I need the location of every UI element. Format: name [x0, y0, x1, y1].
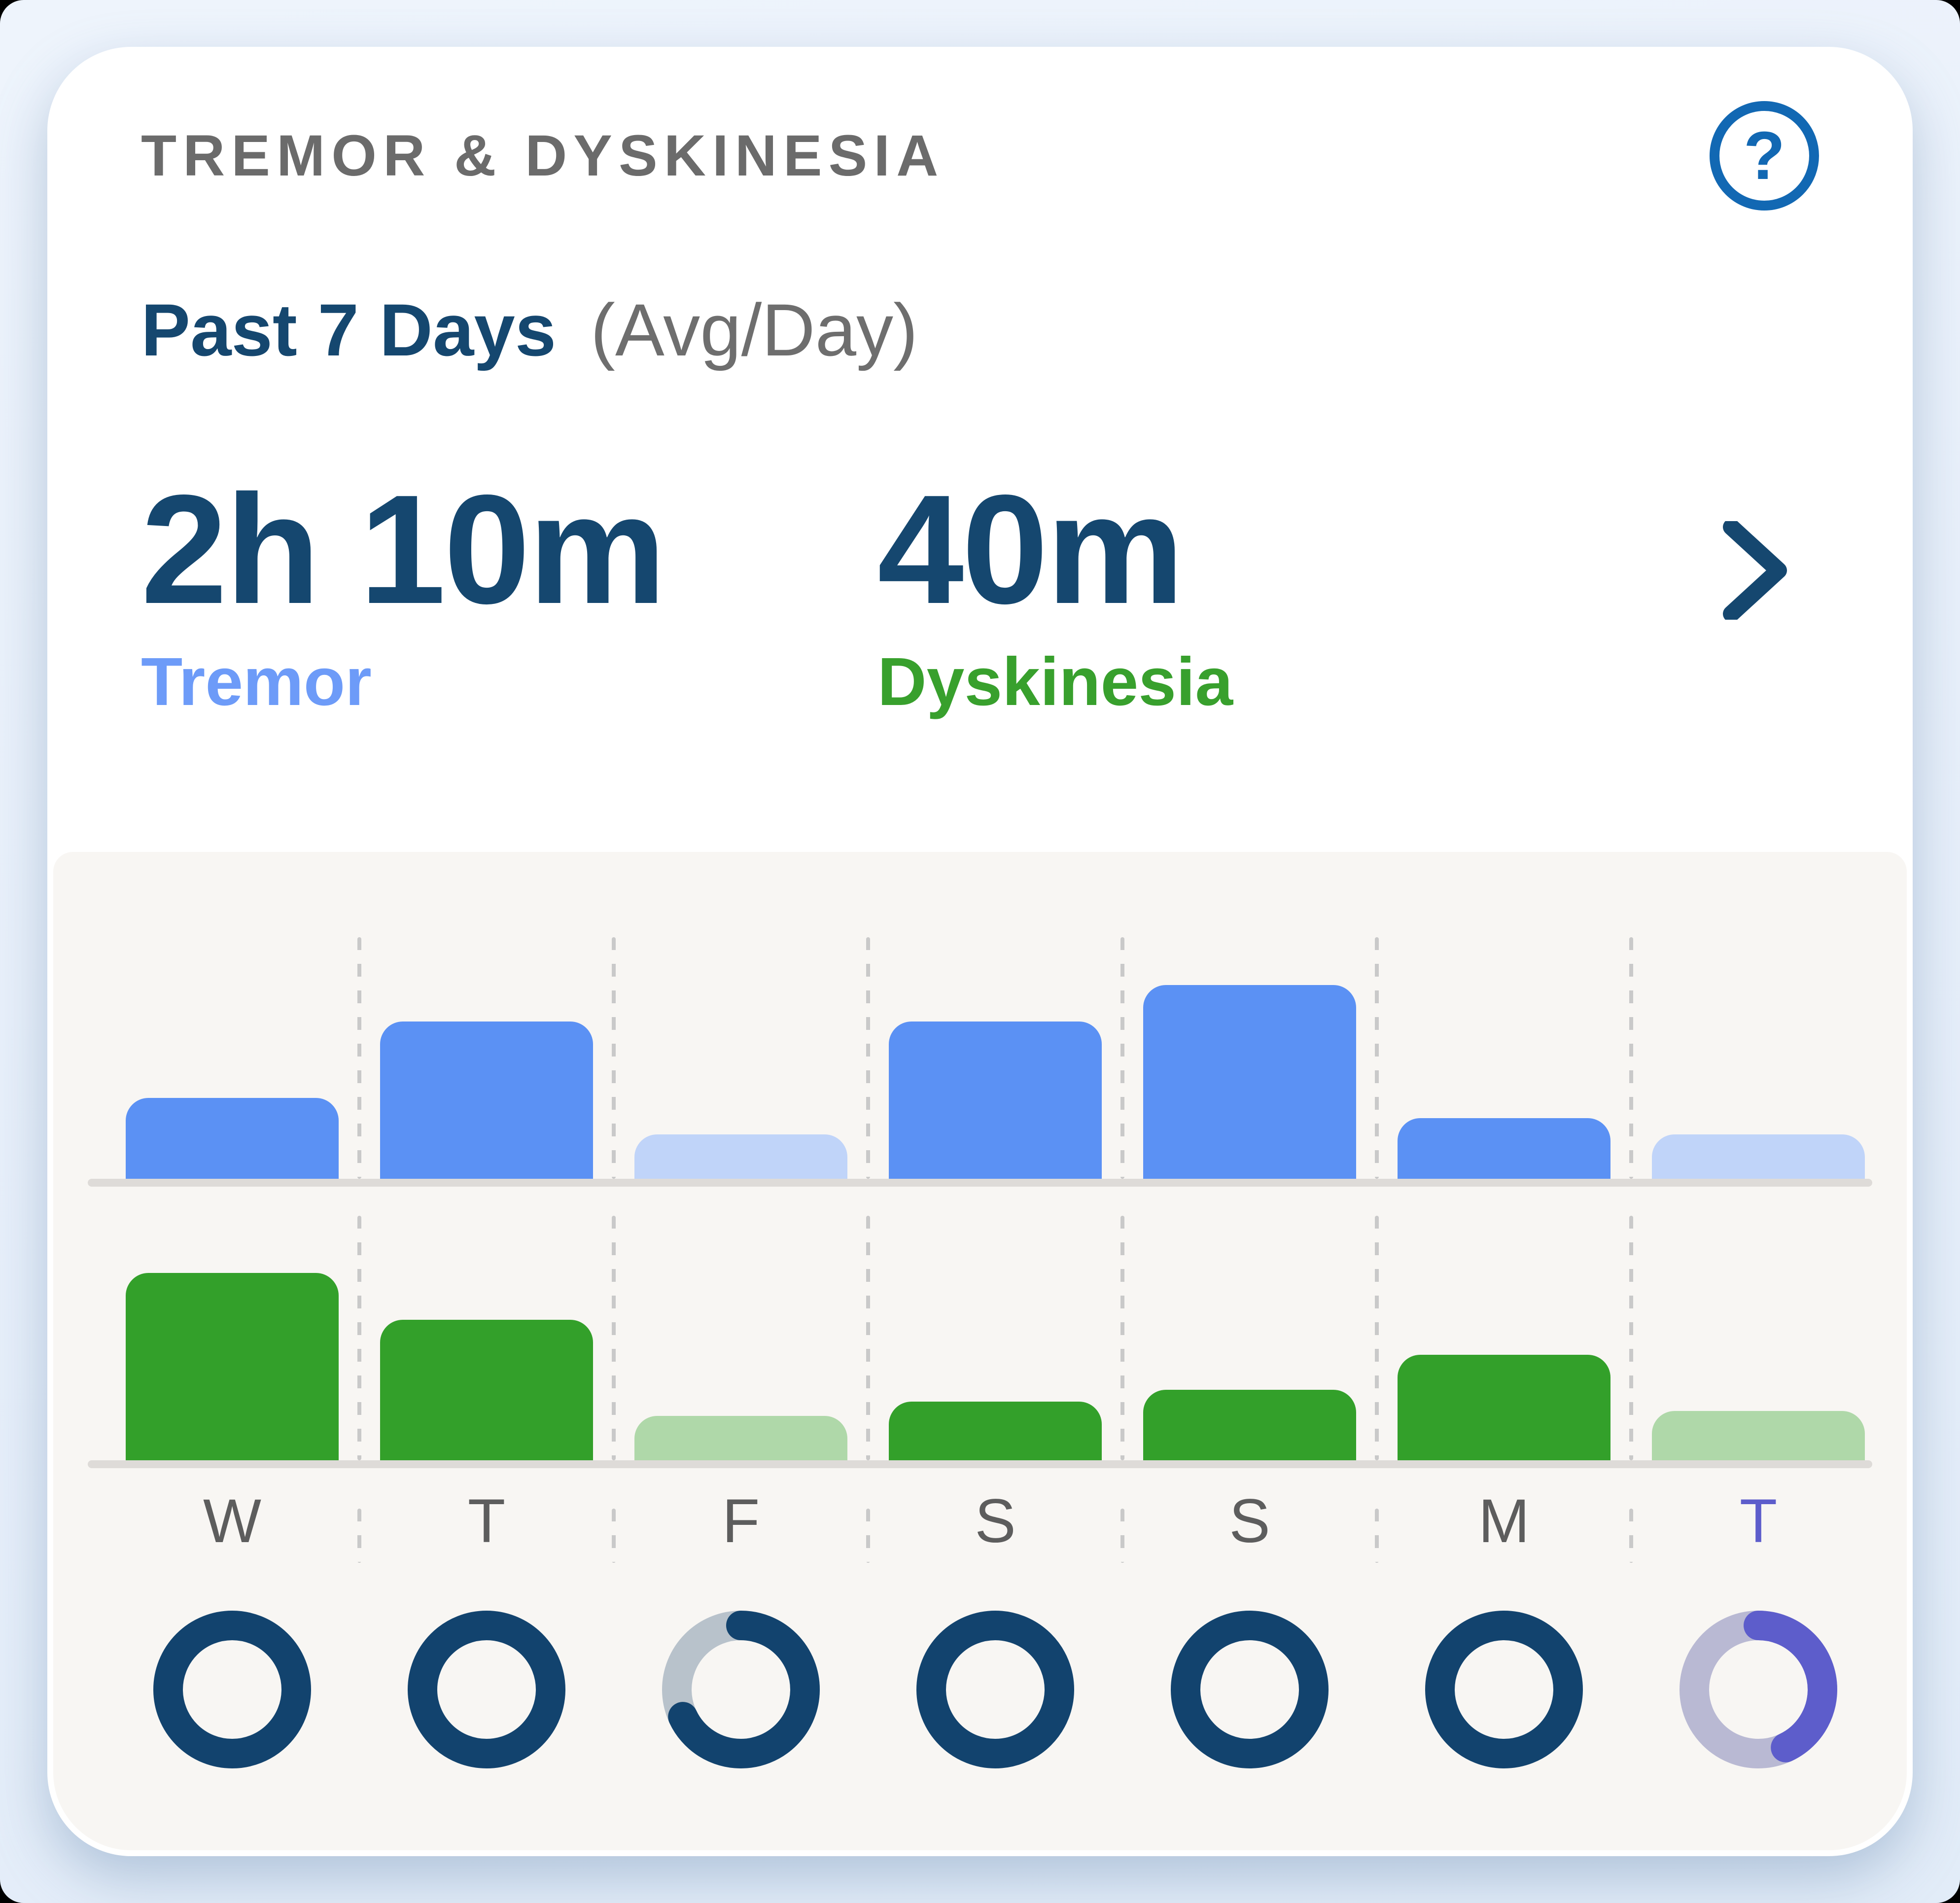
- dyskinesia-bar-slot: [868, 1179, 1122, 1460]
- column-separator: [611, 852, 616, 1768]
- chart-column: T: [359, 852, 614, 1768]
- day-label-slot: W: [203, 1460, 261, 1567]
- chart-column: W: [105, 852, 359, 1768]
- dyskinesia-bar-slot: [614, 1179, 868, 1460]
- dyskinesia-label: Dyskinesia: [877, 644, 1233, 720]
- wear-ring: [408, 1611, 565, 1768]
- help-button[interactable]: ?: [1710, 101, 1819, 211]
- wear-ring: [153, 1611, 311, 1768]
- day-label-slot: T: [1740, 1460, 1777, 1567]
- column-separator: [1120, 852, 1124, 1768]
- day-label-slot: S: [975, 1460, 1015, 1567]
- tremor-bar-slot: [1631, 852, 1886, 1179]
- day-label-slot: F: [722, 1460, 760, 1567]
- dyskinesia-bar: [1652, 1411, 1865, 1460]
- tremor-bar: [889, 1022, 1102, 1179]
- day-label: S: [975, 1486, 1016, 1555]
- day-label: T: [467, 1486, 506, 1555]
- tremor-bar-slot: [868, 852, 1122, 1179]
- tremor-bar: [380, 1022, 593, 1179]
- wear-ring: [662, 1611, 820, 1768]
- chart-column: T: [1631, 852, 1886, 1768]
- tremor-bar-slot: [614, 852, 868, 1179]
- chart-column: S: [868, 852, 1122, 1768]
- dyskinesia-bar: [634, 1416, 847, 1460]
- chart-column: S: [1122, 852, 1377, 1768]
- tremor-bar: [1143, 985, 1356, 1179]
- avg-per-day-label: (Avg/Day): [590, 288, 918, 371]
- day-label-slot: T: [468, 1460, 505, 1567]
- dyskinesia-bar-slot: [359, 1179, 614, 1460]
- ring-slot: [1680, 1567, 1837, 1768]
- tremor-bar: [1398, 1118, 1610, 1179]
- ring-slot: [1425, 1567, 1583, 1768]
- day-label: F: [722, 1486, 760, 1555]
- ring-slot: [1171, 1567, 1329, 1768]
- dyskinesia-bar: [380, 1320, 593, 1460]
- tremor-bar-slot: [105, 852, 359, 1179]
- column-separator: [866, 852, 870, 1768]
- day-label: T: [1739, 1486, 1778, 1555]
- wear-ring: [916, 1611, 1074, 1768]
- tremor-label: Tremor: [141, 644, 372, 720]
- dyskinesia-bar: [126, 1273, 339, 1460]
- dyskinesia-bar-slot: [105, 1179, 359, 1460]
- card-header: TREMOR & DYSKINESIA ?: [47, 47, 1913, 211]
- dyskinesia-bar-slot: [1122, 1179, 1377, 1460]
- wear-ring: [1171, 1611, 1329, 1768]
- ring-slot: [153, 1567, 311, 1768]
- dyskinesia-bar: [889, 1402, 1102, 1460]
- ring-slot: [662, 1567, 820, 1768]
- date-range-label: Past 7 Days: [141, 288, 557, 371]
- subtitle: Past 7 Days (Avg/Day): [141, 289, 1819, 371]
- dyskinesia-bar: [1143, 1390, 1356, 1460]
- day-label-slot: M: [1478, 1460, 1530, 1567]
- day-label: M: [1478, 1486, 1530, 1555]
- day-label-slot: S: [1229, 1460, 1270, 1567]
- tremor-bar: [634, 1134, 847, 1179]
- tremor-value: 2h 10m: [141, 462, 666, 636]
- tremor-bar-slot: [1377, 852, 1631, 1179]
- wear-ring: [1680, 1611, 1837, 1768]
- chevron-right-icon[interactable]: [1720, 521, 1789, 620]
- dyskinesia-bar: [1398, 1355, 1610, 1460]
- tremor-bar-slot: [359, 852, 614, 1179]
- tremor-bar: [126, 1098, 339, 1179]
- day-label: W: [203, 1486, 261, 1555]
- dyskinesia-bar-slot: [1631, 1179, 1886, 1460]
- tremor-axis-line: [88, 1179, 1872, 1187]
- column-separator: [1629, 852, 1633, 1768]
- column-separator: [1375, 852, 1379, 1768]
- ring-slot: [916, 1567, 1074, 1768]
- stats-row: 2h 10m Tremor 40m Dyskinesia: [47, 472, 1913, 721]
- tremor-dyskinesia-card[interactable]: TREMOR & DYSKINESIA ? Past 7 Days (Avg/D…: [47, 47, 1913, 1856]
- dyskinesia-axis-line: [88, 1460, 1872, 1468]
- day-label: S: [1229, 1486, 1270, 1555]
- question-mark-icon: ?: [1743, 118, 1785, 194]
- tremor-bar-slot: [1122, 852, 1377, 1179]
- chart-column: F: [614, 852, 868, 1768]
- tremor-stat: 2h 10m Tremor: [141, 472, 877, 721]
- chart-column: M: [1377, 852, 1631, 1768]
- ring-slot: [408, 1567, 565, 1768]
- tremor-bar: [1652, 1134, 1865, 1179]
- column-separator: [357, 852, 361, 1768]
- dyskinesia-value: 40m: [877, 462, 1184, 636]
- wear-ring: [1425, 1611, 1583, 1768]
- dyskinesia-stat: 40m Dyskinesia: [877, 472, 1233, 721]
- dyskinesia-bar-slot: [1377, 1179, 1631, 1460]
- card-title: TREMOR & DYSKINESIA: [141, 123, 945, 188]
